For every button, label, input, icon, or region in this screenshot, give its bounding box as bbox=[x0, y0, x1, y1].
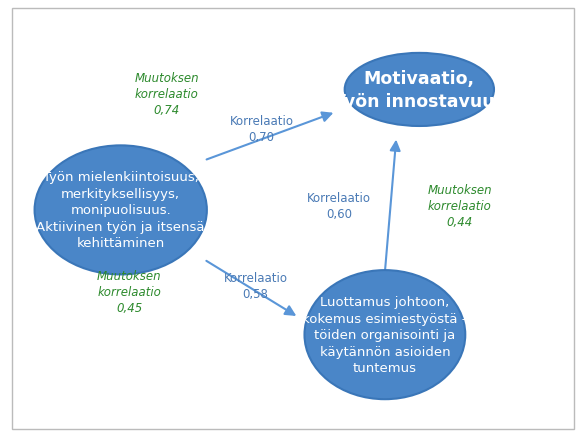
Ellipse shape bbox=[305, 271, 465, 399]
Text: Korrelaatio
0,70: Korrelaatio 0,70 bbox=[229, 114, 294, 143]
Text: Muutoksen
korrelaatio
0,74: Muutoksen korrelaatio 0,74 bbox=[134, 72, 199, 117]
Text: Luottamus johtoon,
kokemus esimiestyöstä –
töiden organisointi ja
käytännön asio: Luottamus johtoon, kokemus esimiestyöstä… bbox=[302, 296, 468, 374]
Text: Muutoksen
korrelaatio
0,44: Muutoksen korrelaatio 0,44 bbox=[427, 184, 492, 229]
Text: Työn mielenkiintoisuus,
merkityksellisyys,
monipuolisuus.
Aktiivinen työn ja its: Työn mielenkiintoisuus, merkityksellisyy… bbox=[36, 171, 205, 250]
Text: Muutoksen
korrelaatio
0,45: Muutoksen korrelaatio 0,45 bbox=[97, 269, 162, 314]
Ellipse shape bbox=[345, 54, 494, 127]
Text: Korrelaatio
0,58: Korrelaatio 0,58 bbox=[224, 271, 288, 300]
Ellipse shape bbox=[35, 146, 207, 275]
Text: Motivaatio,
Työn innostavuus: Motivaatio, Työn innostavuus bbox=[334, 70, 505, 111]
Text: Korrelaatio
0,60: Korrelaatio 0,60 bbox=[307, 192, 371, 221]
